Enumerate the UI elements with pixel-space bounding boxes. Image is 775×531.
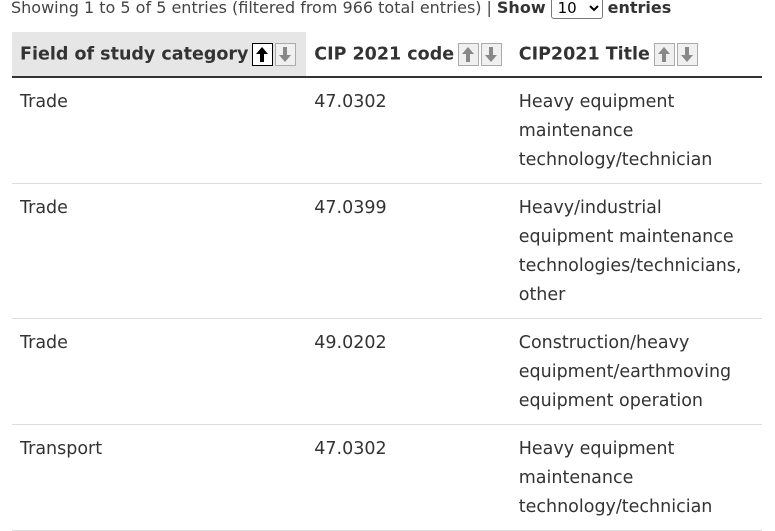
page-size-select[interactable]: 10 [550,0,603,19]
table-cell: 47.0302 [306,77,511,184]
entries-summary: Showing 1 to 5 of 5 entries (filtered fr… [11,0,482,17]
sort-buttons [252,42,297,66]
table-cell: Heavy equipment maintenance technology/t… [510,424,762,531]
table-info: Showing 1 to 5 of 5 entries (filtered fr… [11,0,671,19]
table-cell: 47.0302 [306,424,511,531]
table-cell: Trade [12,318,307,425]
sort-desc[interactable] [275,42,297,66]
column-header[interactable]: CIP 2021 code [306,32,511,78]
column-header[interactable]: CIP2021 Title [510,32,762,78]
sort-asc[interactable] [653,42,675,66]
table-row: Transport 47.0302 Heavy equipment maintena… [12,424,762,531]
header-label: Field of study category [20,44,249,64]
sort-desc[interactable] [481,42,503,66]
table-cell: 47.0399 [306,183,511,319]
column-header[interactable]: Field of study category [12,32,307,78]
table-cell: 49.0202 [306,318,511,425]
table-row: Trade 47.0302 Heavy equipment maintenance … [12,77,762,184]
sort-buttons [653,42,698,66]
table-cell: Transport [12,424,307,531]
sort-asc[interactable] [252,42,274,66]
table-cell: Construction/heavy equipment/earthmoving… [510,318,762,425]
table-cell: Trade [12,183,307,319]
header-label: CIP 2021 code [314,44,455,64]
header-row: Field of study category CIP 2021 code CIP2… [12,32,762,78]
page-body: Showing 1 to 5 of 5 entries (filtered fr… [11,0,762,531]
sort-desc[interactable] [676,42,698,66]
table-cell: Trade [12,77,307,184]
table-row: Trade 47.0399 Heavy/industrial equipment m… [12,183,762,319]
table-body: Trade 47.0302 Heavy equipment maintenance … [12,77,762,531]
sort-asc[interactable] [458,42,480,66]
table-row: Trade 49.0202 Construction/heavy equipment… [12,318,762,425]
results-table: Field of study category CIP 2021 code CIP2… [12,32,762,531]
page: {"info": {"text": "Showing 1 to 5 of 5 e… [11,0,762,531]
separator: | [486,0,492,17]
table-cell: Heavy equipment maintenance technology/t… [510,77,762,184]
entries-label: entries [607,0,672,17]
header-label: CIP2021 Title [518,44,650,64]
show-label: Show [496,0,546,17]
sort-buttons [458,42,503,66]
table-cell: Heavy/industrial equipment maintenance t… [510,183,762,319]
